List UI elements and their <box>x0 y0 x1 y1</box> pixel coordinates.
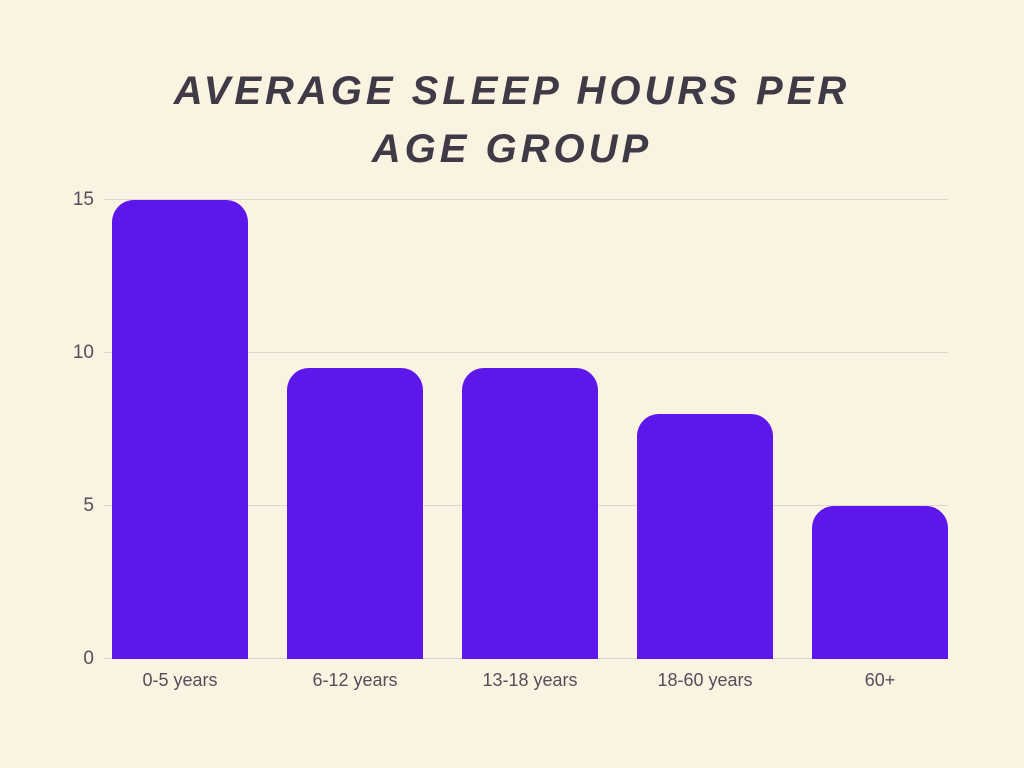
y-tick-label-10: 10 <box>72 342 94 364</box>
bar-slot: 18-60 years <box>637 200 773 690</box>
bar-slot: 60+ <box>812 200 948 690</box>
bar-slot: 6-12 years <box>287 200 423 690</box>
bar-60+ <box>812 506 948 659</box>
bar-6-12 years <box>287 368 423 659</box>
y-tick-label-5: 5 <box>83 495 94 517</box>
bar-18-60 years <box>637 414 773 659</box>
x-axis-label: 60+ <box>864 670 896 690</box>
chart-title: AVERAGE SLEEP HOURS PER AGE GROUP <box>173 69 851 171</box>
x-axis-label: 0-5 years <box>142 670 218 690</box>
x-axis-label: 6-12 years <box>312 670 398 690</box>
gridline-15 <box>104 199 948 200</box>
bar-0-5 years <box>112 200 248 659</box>
x-axis-label: 18-60 years <box>657 670 753 690</box>
bar-13-18 years <box>462 368 598 659</box>
plot-area: 0 5 10 15 0-5 years 6-12 years 13-18 years 18-… <box>73 189 948 690</box>
bar-slot: 0-5 years <box>112 200 248 690</box>
x-axis-label: 13-18 years <box>482 670 578 690</box>
gridline-10 <box>104 352 948 354</box>
bar-slot: 13-18 years <box>462 200 598 690</box>
y-tick-label-0: 0 <box>83 648 94 669</box>
bar-row: 0-5 years 6-12 years 13-18 years 18-60 year… <box>104 200 948 690</box>
y-tick-label-15: 15 <box>72 189 94 210</box>
